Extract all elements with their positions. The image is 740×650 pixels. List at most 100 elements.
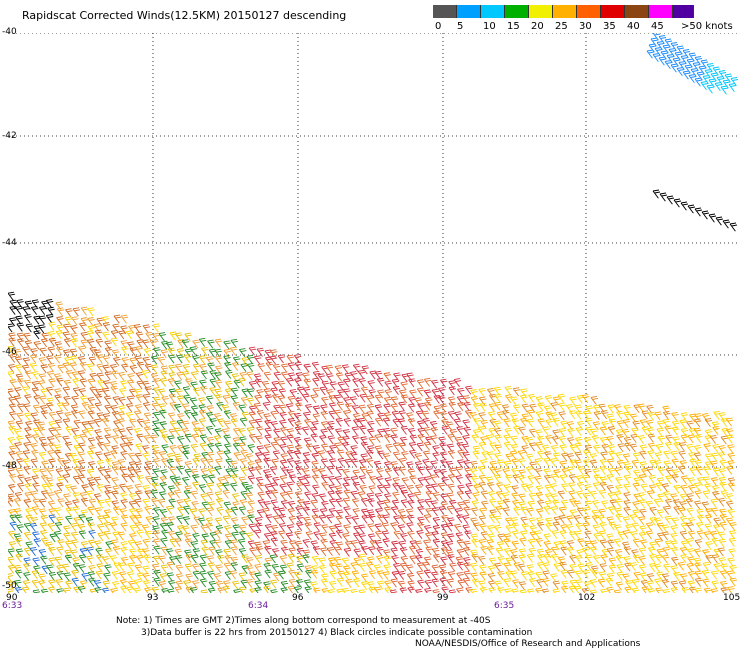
wind-barb [142,498,150,508]
wind-barb [159,409,167,419]
wind-barb [110,587,118,593]
note-line-2: 3)Data buffer is 22 hrs from 20150127 4)… [141,628,533,638]
wind-barb [95,570,104,580]
wind-barb [397,524,406,534]
wind-barb [190,468,199,478]
wind-barb [511,522,519,532]
wind-barb [417,427,425,437]
wind-barb [17,474,25,484]
wind-barb [246,397,255,407]
wind-barb [32,589,41,593]
wind-barb [73,516,81,526]
wind-barb [158,491,167,501]
lon-label-99: 99 [437,593,449,603]
wind-barb [38,315,47,325]
wind-barb [318,557,326,567]
wind-barb [381,530,390,540]
wind-barb [56,571,65,580]
wind-barb [439,378,448,388]
wind-barb [465,482,473,492]
wind-barb [336,449,345,459]
wind-barb [638,531,647,541]
wind-barb [8,530,16,540]
wind-barb [247,500,256,510]
wind-barb [576,490,584,500]
wind-barb [334,476,343,485]
wind-barb [632,482,640,492]
wind-barb [601,444,609,453]
wind-barb [287,508,295,518]
wind-barb [465,409,473,419]
wind-barb [264,473,273,483]
wind-barb [671,556,679,566]
wind-barb [87,397,95,406]
wind-barb [357,491,366,501]
wind-barb [712,425,720,435]
wind-barb [662,410,671,420]
wind-barb [287,585,296,593]
wind-barb [496,459,505,469]
wind-barb [649,541,657,551]
wind-barb [493,524,502,534]
wind-barb [518,426,526,436]
wind-barb [549,483,558,493]
wind-barb [328,484,336,494]
wind-barb [414,461,423,471]
wind-barb [159,421,167,431]
wind-barb [71,569,79,579]
wind-barb [208,546,216,556]
wind-barb [727,508,735,518]
wind-barb [319,386,328,396]
wind-barb [661,554,670,564]
wind-barb [494,515,502,525]
wind-barb [198,409,207,419]
wind-barb [360,453,368,463]
wind-barb [536,548,545,558]
wind-barb [63,338,72,348]
wind-barb [480,436,488,446]
scale-swatch-10 [673,5,694,18]
wind-barb [134,427,142,437]
wind-barb [207,570,215,580]
wind-barb [240,467,249,477]
wind-barb [153,378,161,387]
wind-barb [120,546,128,556]
wind-barb [70,531,79,541]
lon-label-96: 96 [292,593,304,603]
wind-barb [343,547,352,557]
wind-barb [255,466,263,475]
wind-barb [166,561,175,571]
wind-barb [214,388,222,398]
wind-barb [143,434,152,444]
wind-barb [78,564,86,574]
wind-barb [54,433,62,443]
wind-barb [168,393,177,403]
wind-barb [189,346,198,356]
wind-barb [478,481,486,491]
wind-barb [153,396,161,406]
wind-barb [104,490,112,499]
wind-barb [512,579,520,589]
wind-barb [638,547,647,557]
wind-barb [423,539,431,549]
scale-swatch-8 [625,5,649,18]
wind-barb [631,522,640,532]
wind-barb [440,556,448,566]
wind-barb [457,449,465,459]
wind-barb [590,395,599,405]
wind-barb [24,427,32,437]
wind-barb [409,545,417,555]
wind-barb [607,467,616,477]
wind-barb [456,561,465,571]
wind-barb [423,377,432,387]
wind-barb [293,354,302,363]
wind-barb [279,459,288,469]
wind-barb [649,516,658,526]
wind-barb [295,397,303,407]
wind-barb [574,442,583,452]
wind-barb [703,531,711,540]
wind-barb [605,577,614,587]
wind-barb [497,500,505,510]
wind-barb [543,405,552,415]
wind-barb [445,541,454,551]
